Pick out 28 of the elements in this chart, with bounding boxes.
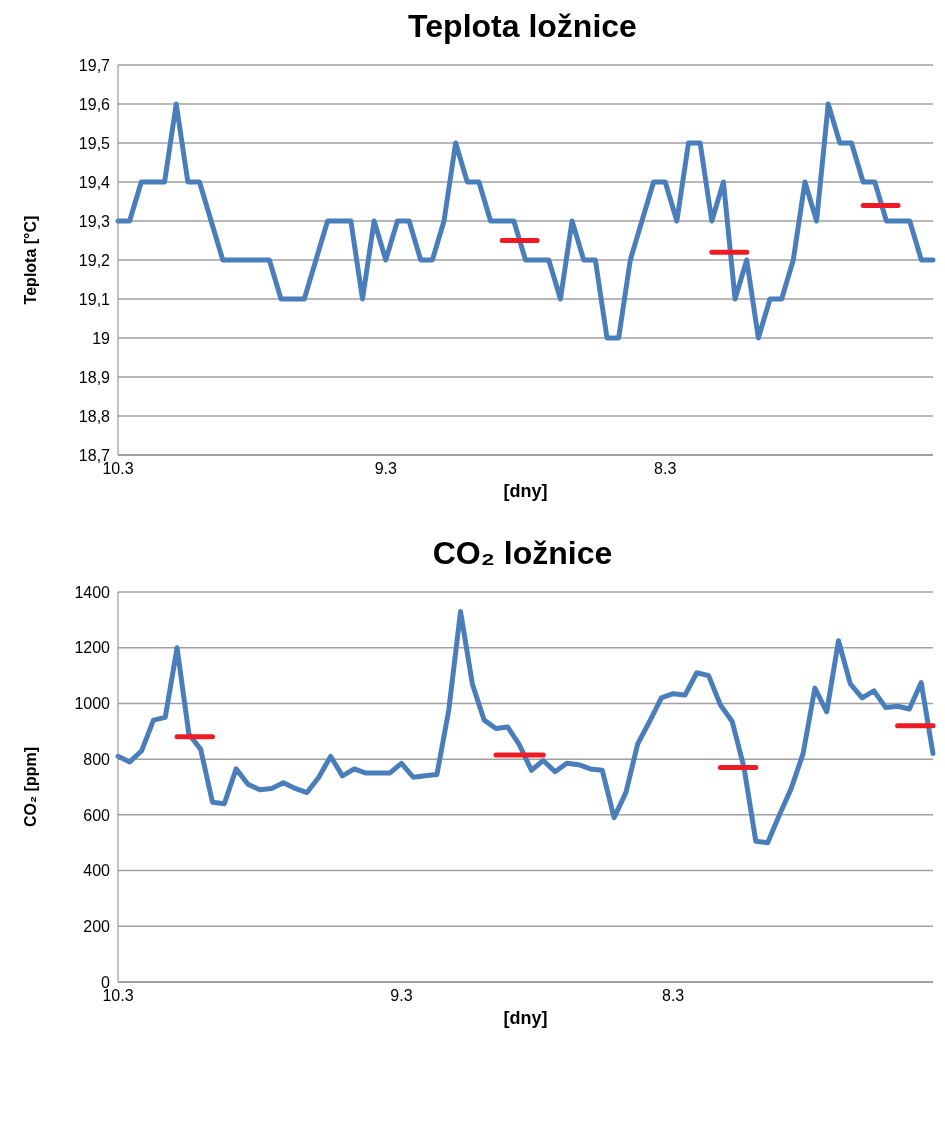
y-tick-label: 1000	[74, 695, 111, 713]
x-tick-label: 8.3	[662, 987, 685, 1005]
y-tick-label: 19,7	[78, 56, 111, 74]
y-tick-label: 18,8	[78, 407, 111, 425]
y-tick-label: 19,4	[78, 173, 111, 191]
chart-title: Teplota ložnice	[407, 8, 638, 45]
y-tick-label: 400	[83, 862, 111, 880]
x-tick-label: 8.3	[654, 460, 677, 478]
x-tick-label: 9.3	[374, 460, 397, 478]
y-tick-label: 19,2	[78, 251, 111, 269]
y-tick-label: 200	[83, 917, 111, 935]
y-tick-label: 19	[92, 329, 111, 347]
y-tick-label: 600	[83, 806, 111, 824]
y-tick-label: 19,1	[78, 290, 111, 308]
chart-title: CO₂ ložnice	[431, 535, 614, 572]
x-axis-title: [dny]	[503, 1008, 548, 1028]
y-axis-title: CO₂ [ppm]	[21, 747, 39, 827]
y-tick-label: 1400	[74, 583, 111, 601]
x-tick-label: 10.3	[102, 987, 134, 1005]
y-tick-label: 19,5	[78, 134, 111, 152]
y-tick-label: 18,9	[78, 368, 111, 386]
y-tick-label: 19,6	[78, 95, 111, 113]
y-tick-label: 1200	[74, 639, 111, 657]
y-tick-label: 19,3	[78, 212, 111, 230]
x-axis-title: [dny]	[503, 481, 548, 501]
y-tick-label: 800	[83, 750, 111, 768]
x-tick-label: 9.3	[390, 987, 413, 1005]
y-axis-title: Teplota [°C]	[21, 215, 39, 305]
